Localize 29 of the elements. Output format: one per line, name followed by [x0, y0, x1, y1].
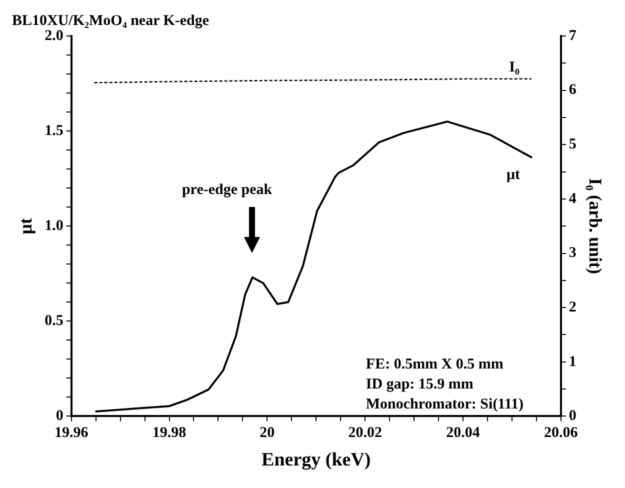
y-axis-title: μt	[15, 218, 36, 234]
x-tick-label: 20.02	[348, 425, 382, 442]
y-tick-label: 1.5	[44, 122, 64, 139]
y2-tick-label: 2	[568, 299, 576, 316]
y2-tick-label: 3	[568, 245, 576, 262]
x-axis-title: Energy (keV)	[262, 450, 371, 471]
y-tick-label: 0	[56, 408, 64, 424]
y2-tick-label: 6	[568, 82, 577, 98]
x-tick-label: 20.04	[446, 425, 480, 442]
series-label: μt	[506, 167, 520, 184]
annotation: Monochromator: Si(111)	[366, 396, 524, 413]
y2-tick-label: 7	[568, 28, 577, 44]
y2-tick-label: 0	[568, 408, 576, 424]
y-tick-label: 0.5	[44, 313, 64, 330]
x-tick-label: 20	[260, 425, 275, 442]
chart-title: BL10XU/K₂MoO₄ near K-edge	[12, 12, 210, 29]
y2-tick-label: 1	[568, 354, 576, 370]
y2-tick-label: 4	[568, 190, 577, 207]
x-tick-label: 19.96	[54, 425, 89, 442]
y2-tick-label: 5	[568, 136, 576, 153]
series-label: I₀	[509, 59, 520, 76]
y-tick-label: 1.0	[44, 218, 64, 234]
y2-axis-title: I₀ (arb. unit)	[586, 178, 606, 274]
x-tick-label: 19.98	[152, 425, 186, 442]
annotation: pre-edge peak	[182, 182, 273, 198]
annotation: FE: 0.5mm X 0.5 mm	[366, 356, 504, 373]
x-tick-label: 20.06	[544, 425, 578, 442]
y-tick-label: 2.0	[44, 28, 64, 44]
annotation: ID gap: 15.9 mm	[366, 376, 474, 393]
